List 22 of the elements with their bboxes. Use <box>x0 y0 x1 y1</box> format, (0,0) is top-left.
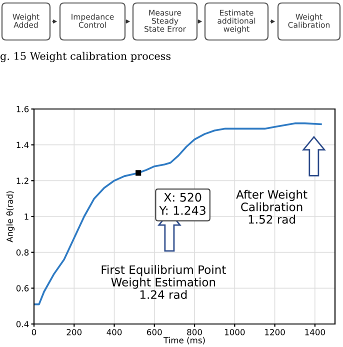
annotation: X: 520 Y: 1.243 <box>159 192 206 215</box>
y-tick-label: 0.6 <box>16 285 29 292</box>
x-tick-label: 600 <box>147 329 162 336</box>
x-tick-label: 0 <box>32 329 36 336</box>
y-tick-label: 0.8 <box>16 249 29 256</box>
text: g. 15 Weight calibration process <box>0 52 171 62</box>
annotation: First Equilibrium Point Weight Estimation 1.24 rad <box>102 265 226 299</box>
y-tick-label: 1 <box>24 214 28 220</box>
y-tick-label: 1.6 <box>16 106 29 112</box>
x-axis-title: Time (ms) <box>163 336 205 344</box>
x-tick-label: 400 <box>106 329 122 336</box>
x-tick-label: 1000 <box>224 329 245 336</box>
x-tick-label: 1400 <box>305 329 325 336</box>
y-tick-label: 1.2 <box>16 178 28 184</box>
annotation: After Weight Calibration 1.52 rad <box>236 190 308 224</box>
y-axis-title: Angle θ(rad) <box>6 191 14 242</box>
y-tick-label: 0.4 <box>16 320 29 328</box>
x-tick-label: 200 <box>66 329 82 336</box>
x-tick-label: 800 <box>187 329 202 336</box>
x-tick-label: 1200 <box>265 329 285 336</box>
y-tick-label: 1.4 <box>16 142 29 148</box>
line-series <box>34 122 322 306</box>
